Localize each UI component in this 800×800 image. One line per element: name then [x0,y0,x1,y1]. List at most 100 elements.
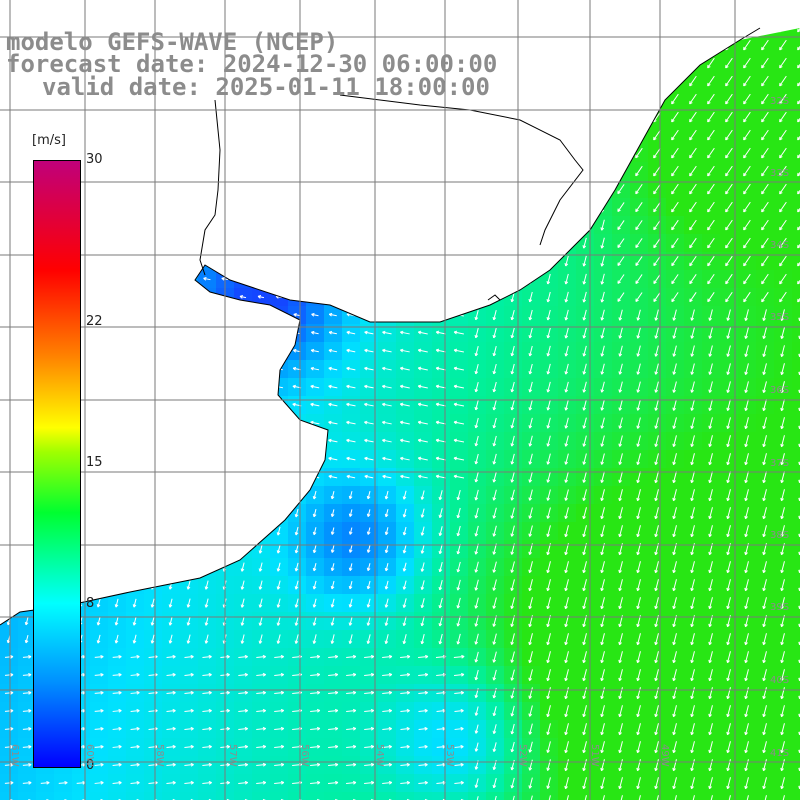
speed-cell [558,72,576,90]
wind-arrow [492,94,497,105]
speed-cell [414,288,432,306]
wind-arrow [311,276,319,281]
speed-cell [252,468,270,486]
speed-cell [270,468,288,486]
wind-arrow [96,508,101,518]
wind-arrow [23,222,31,227]
speed-cell [486,234,504,252]
speed-cell [144,198,162,216]
speed-cell [342,792,360,800]
speed-cell [234,306,252,324]
speed-cell [72,126,90,144]
speed-cell [558,792,576,800]
wind-arrow [94,222,103,227]
speed-cell [756,28,774,36]
wind-arrow [671,28,679,33]
wind-arrow [202,366,211,371]
speed-cell [396,162,414,180]
speed-cell [450,180,468,198]
wind-arrow [114,544,119,554]
wind-arrow [689,39,697,51]
wind-arrow [546,57,551,69]
speed-cell [432,234,450,252]
speed-cell [0,360,18,378]
speed-cell [612,792,630,800]
longitude-label: 49W [659,744,670,767]
wind-arrow [453,168,464,173]
speed-cell [630,90,648,108]
speed-cell [0,594,18,612]
wind-arrow [382,240,392,245]
wind-arrow [492,148,497,159]
wind-arrow [510,94,515,105]
wind-arrow [114,526,119,536]
wind-arrow [23,204,31,209]
wind-arrow [166,384,176,389]
speed-cell [108,180,126,198]
wind-arrow [94,186,103,191]
wind-arrow [328,240,338,245]
speed-cell [144,576,162,594]
wind-arrow [166,330,175,335]
speed-cell [486,180,504,198]
speed-cell [288,108,306,126]
speed-cell [270,0,288,18]
speed-cell [306,0,324,18]
speed-cell [18,0,36,18]
speed-cell [144,234,162,252]
speed-cell [594,126,612,144]
wind-arrow [77,7,84,10]
wind-arrow [130,294,139,299]
wind-arrow [4,402,13,407]
wind-arrow [582,201,587,213]
wind-arrow [166,312,175,317]
wind-arrow [400,132,410,137]
wind-arrow [582,57,587,69]
speed-cell [558,144,576,162]
wind-arrow [436,7,445,10]
speed-cell [180,792,198,800]
wind-arrow [257,258,265,263]
wind-arrow [130,312,139,317]
speed-cell [612,28,630,36]
wind-arrow [186,526,191,536]
wind-arrow [564,75,569,87]
wind-arrow [382,186,392,191]
speed-cell [558,162,576,180]
speed-cell [792,684,800,702]
wind-arrow [474,166,479,177]
speed-cell [504,144,522,162]
speed-cell [504,180,522,198]
speed-cell [378,108,396,126]
speed-cell [450,270,468,288]
speed-cell [0,216,18,234]
speed-cell [288,162,306,180]
wind-arrow [454,42,464,47]
speed-cell [162,180,180,198]
colorbar-tick-label: 8 [86,596,95,612]
wind-arrow [474,256,479,267]
wind-arrow [256,474,266,479]
speed-cell [252,126,270,144]
speed-cell [576,54,594,72]
speed-cell [252,342,270,360]
wind-arrow [23,150,31,155]
speed-cell [468,108,486,126]
speed-cell [198,792,216,800]
speed-cell [378,198,396,216]
speed-cell [576,198,594,216]
speed-cell [144,504,162,522]
speed-cell [432,162,450,180]
speed-cell [576,72,594,90]
speed-cell [126,468,144,486]
speed-cell [486,216,504,234]
speed-cell [126,270,144,288]
speed-cell [468,270,486,288]
wind-arrow [23,132,31,137]
speed-cell [144,270,162,288]
speed-cell [324,144,342,162]
wind-arrow [112,276,121,281]
speed-cell [540,36,558,54]
speed-cell [162,108,180,126]
wind-arrow [528,255,533,267]
